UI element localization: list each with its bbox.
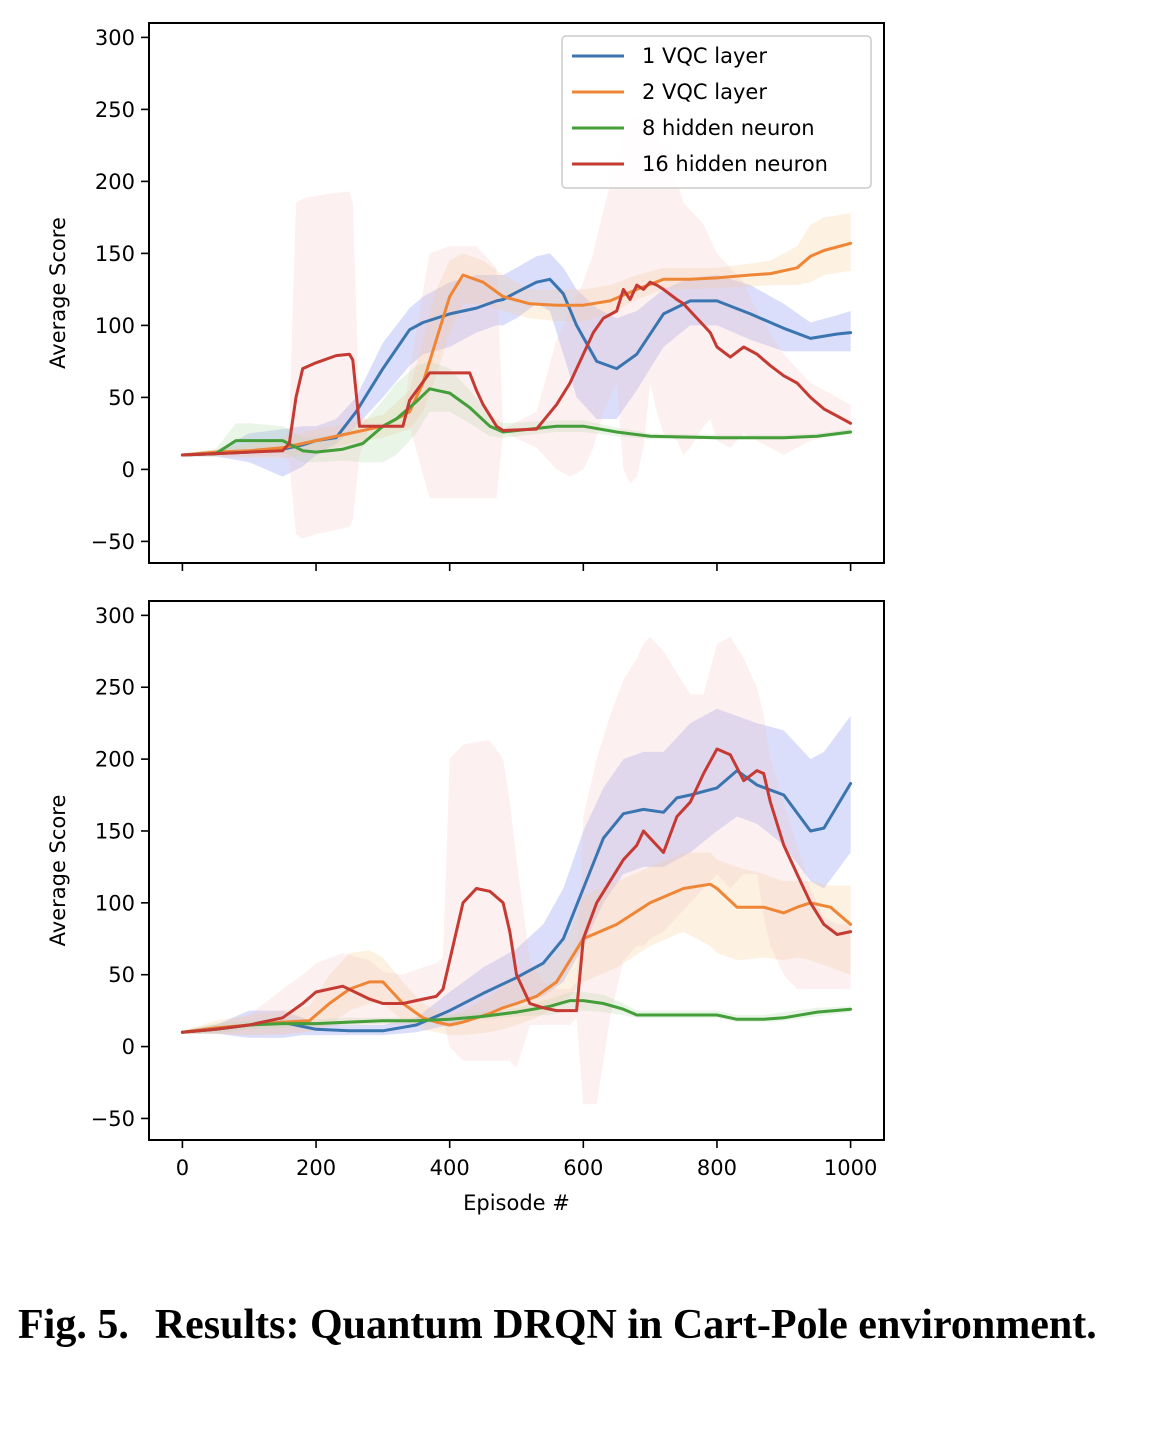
band-1-vqc-layer (182, 708, 851, 1038)
y-tick-label: 250 (95, 676, 135, 700)
legend-entry-2-vqc-layer: 2 VQC layer (572, 80, 767, 104)
legend-label: 8 hidden neuron (642, 116, 815, 140)
legend: 1 VQC layer 2 VQC layer 8 hidden neuron … (561, 35, 872, 189)
y-tick-label: 0 (122, 458, 135, 482)
y-tick-label: 50 (108, 386, 135, 410)
line-8-hidden-neuron (180, 999, 853, 1034)
legend-label: 16 hidden neuron (642, 152, 828, 176)
band-16-hidden-neuron (182, 636, 851, 1105)
y-tick-label: 100 (95, 891, 135, 915)
x-axis-ticks (181, 563, 852, 571)
legend-entry-8-hidden-neuron: 8 hidden neuron (572, 116, 815, 140)
y-axis-ticks: −50 0 50 100 150 200 250 300 (91, 604, 149, 1131)
y-tick-label: 300 (95, 604, 135, 628)
legend-box (561, 35, 872, 189)
x-tick-label: 1000 (824, 1156, 877, 1180)
line-8-hidden-neuron (180, 387, 853, 457)
y-tick-label: 200 (95, 170, 135, 194)
line-2-vqc-layer (180, 241, 853, 457)
series-lines (180, 241, 853, 457)
legend-label: 1 VQC layer (642, 44, 767, 68)
x-axis-label: Episode # (463, 1191, 570, 1215)
y-axis-label: Average Score (46, 795, 70, 947)
confidence-bands (182, 636, 851, 1105)
x-axis-ticks: 0 200 400 600 800 1000 (176, 1140, 877, 1180)
y-axis-label: Average Score (46, 217, 70, 369)
x-tick-label: 600 (563, 1156, 603, 1180)
legend-entry-1-vqc-layer: 1 VQC layer (572, 44, 767, 68)
x-tick-label: 800 (697, 1156, 737, 1180)
caption-text: Results: Quantum DRQN in Cart-Pole envir… (154, 1302, 1097, 1348)
series-lines (180, 747, 853, 1034)
y-tick-label: 200 (95, 748, 135, 772)
line-16-hidden-neuron (180, 280, 853, 457)
figure-caption: Fig. 5. Results: Quantum DRQN in Cart-Pol… (18, 1298, 1116, 1352)
y-tick-label: −50 (91, 530, 135, 554)
legend-label: 2 VQC layer (642, 80, 767, 104)
line-2-vqc-layer (180, 882, 853, 1034)
line-16-hidden-neuron (180, 747, 853, 1034)
band-2-vqc-layer (182, 213, 851, 458)
y-tick-label: 100 (95, 314, 135, 338)
x-tick-label: 200 (296, 1156, 336, 1180)
axes-frame (148, 22, 885, 564)
axes-frame (148, 600, 885, 1141)
x-tick-label: 0 (176, 1156, 189, 1180)
figure: −50 0 50 100 150 200 250 300 Average Score 1 VQ… (46, 22, 885, 1215)
y-tick-label: −50 (91, 1107, 135, 1131)
y-tick-label: 0 (122, 1035, 135, 1059)
y-axis-ticks: −50 0 50 100 150 200 250 300 (91, 26, 149, 554)
top-subplot: −50 0 50 100 150 200 250 300 Average Score 1 VQ… (46, 22, 885, 571)
x-tick-label: 400 (430, 1156, 470, 1180)
y-tick-label: 150 (95, 242, 135, 266)
y-tick-label: 250 (95, 98, 135, 122)
y-tick-label: 50 (108, 963, 135, 987)
y-tick-label: 150 (95, 819, 135, 843)
figure-number: Fig. 5. (18, 1302, 129, 1348)
y-tick-label: 300 (95, 26, 135, 50)
legend-entry-16-hidden-neuron: 16 hidden neuron (572, 152, 828, 176)
